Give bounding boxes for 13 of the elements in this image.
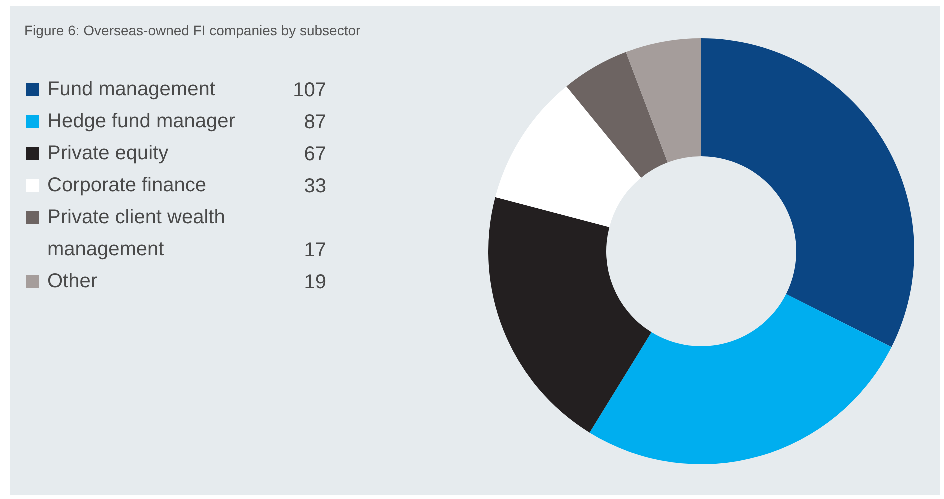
data-label: 33 (304, 176, 327, 198)
legend-label: Fund management (48, 78, 216, 100)
data-label: 107 (293, 80, 327, 102)
legend-label: Corporate finance (48, 174, 206, 196)
legend-label: Other (48, 270, 98, 292)
data-label: 19 (304, 272, 327, 294)
data-label: 87 (304, 112, 327, 134)
legend-label: Hedge fund manager (48, 110, 236, 132)
legend-label: Private client wealth management (48, 206, 226, 260)
legend-label: Private equity (48, 142, 169, 164)
data-label: 17 (304, 240, 327, 262)
chart-title: Figure 6: Overseas-owned FI companies by subsector (24, 22, 361, 38)
data-label: 67 (304, 144, 327, 166)
